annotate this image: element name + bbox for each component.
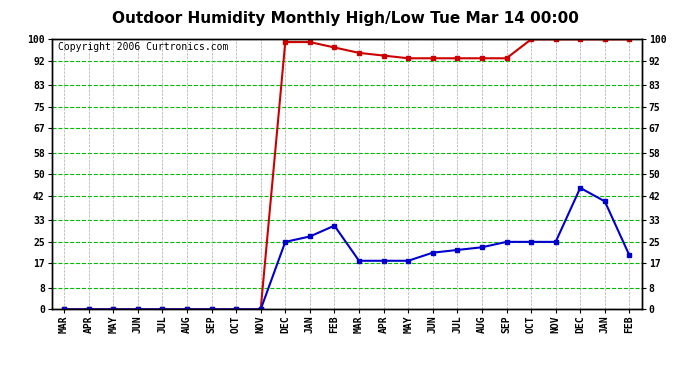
Text: Outdoor Humidity Monthly High/Low Tue Mar 14 00:00: Outdoor Humidity Monthly High/Low Tue Ma… [112,11,578,26]
Text: Copyright 2006 Curtronics.com: Copyright 2006 Curtronics.com [58,42,228,52]
